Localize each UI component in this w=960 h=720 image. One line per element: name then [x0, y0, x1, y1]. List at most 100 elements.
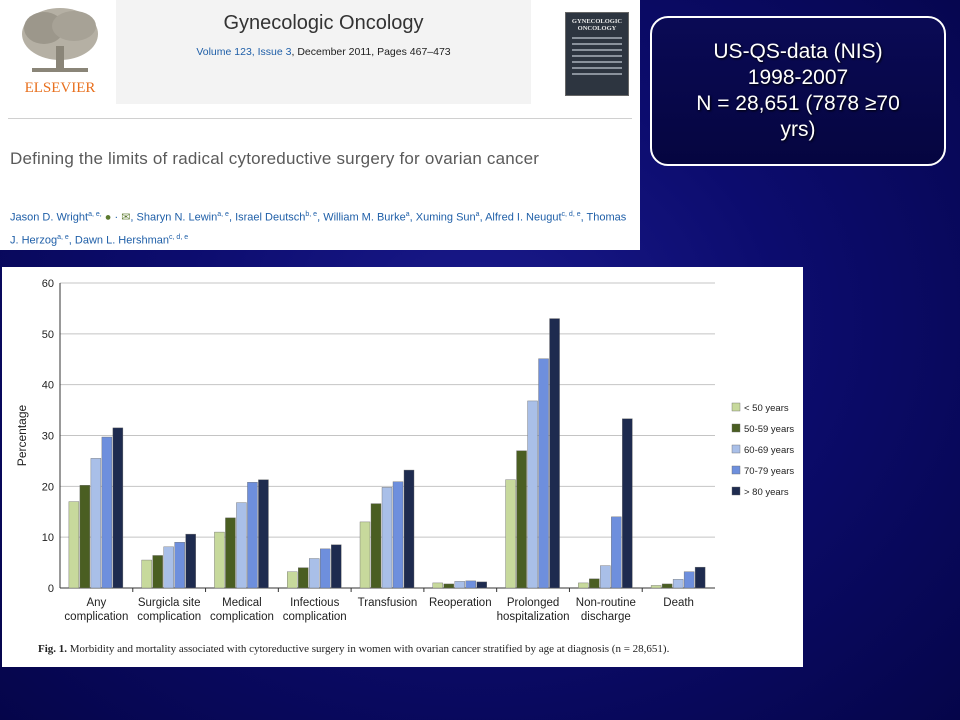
bar — [287, 571, 298, 589]
bar — [68, 501, 80, 589]
bar — [650, 585, 662, 589]
caption-label: Fig. 1. — [38, 643, 68, 655]
bar — [432, 582, 443, 589]
author-name[interactable]: Israel Deutsch — [235, 211, 306, 224]
legend-label: 60-69 years — [744, 445, 794, 456]
author-affiliation: a, e, — [88, 211, 102, 218]
x-tick-label: Reoperation — [429, 597, 492, 609]
bar — [661, 583, 673, 589]
bar — [465, 580, 476, 589]
legend-swatch — [731, 486, 741, 496]
bar — [174, 542, 185, 589]
bar — [589, 578, 600, 589]
bar — [185, 533, 196, 589]
author-name[interactable]: Thomas J. Herzog — [10, 211, 627, 247]
author-name[interactable]: Sharyn N. Lewin — [136, 211, 218, 224]
bar — [214, 531, 225, 589]
elsevier-tree-logo: ELSEVIER — [22, 8, 98, 96]
citation: Volume 123, Issue 3, December 2011, Page… — [116, 46, 531, 58]
bar — [331, 544, 342, 589]
x-tick-label: complication — [64, 611, 128, 623]
author-affiliation: a — [475, 211, 480, 218]
bar — [370, 503, 382, 589]
bar — [359, 521, 371, 589]
bar — [538, 358, 549, 589]
bar — [516, 450, 527, 589]
bar — [309, 558, 320, 589]
corresponding-author-icons[interactable]: ● · ✉ — [104, 211, 131, 224]
cover-contents-lines — [572, 37, 622, 79]
y-tick-label: 10 — [42, 532, 54, 544]
bar — [527, 400, 538, 589]
legend-swatch — [731, 402, 741, 412]
author-name[interactable]: Alfred I. Neugut — [485, 211, 562, 224]
bar — [611, 516, 622, 589]
y-tick-label: 20 — [42, 481, 54, 493]
bar — [683, 571, 695, 589]
envelope-icon[interactable]: ✉ — [121, 211, 131, 224]
author-affiliation: c, d, e — [561, 211, 581, 218]
legend-swatch — [731, 444, 741, 454]
author-affiliation: a, e — [57, 233, 69, 241]
x-tick-label: Transfusion — [358, 597, 418, 609]
bar — [549, 318, 560, 589]
author-affiliation: a, e — [217, 211, 229, 218]
figure-panel: 0 10 20 30 40 50 60 Percentage Any complication Su… — [2, 267, 803, 667]
author-name[interactable]: Xuming Sun — [415, 211, 476, 224]
cover-title: GYNECOLOGIC ONCOLOGY — [571, 18, 623, 32]
journal-cover-thumbnail[interactable]: GYNECOLOGIC ONCOLOGY — [565, 12, 629, 96]
study-summary-callout: US-QS-data (NIS) 1998-2007 N = 28,651 (7… — [650, 16, 946, 166]
x-tick-label: Any — [86, 597, 106, 609]
person-icon[interactable]: ● — [104, 211, 112, 224]
divider — [8, 118, 632, 119]
x-tick-label: Death — [663, 597, 694, 609]
bar — [112, 427, 124, 589]
bar — [578, 582, 589, 589]
author-name[interactable]: William M. Burke — [323, 211, 406, 224]
bar — [225, 517, 236, 589]
bar — [381, 487, 393, 589]
bar — [90, 458, 102, 589]
caption-text: Morbidity and mortality associated with … — [67, 643, 670, 655]
bar — [298, 567, 309, 589]
figure-caption: Fig. 1. Morbidity and mortality associat… — [38, 643, 798, 655]
author-name[interactable]: Jason D. Wright — [10, 211, 89, 224]
journal-header: ELSEVIER Gynecologic Oncology Volume 123… — [0, 0, 640, 250]
bar — [600, 565, 611, 589]
bar — [236, 502, 247, 589]
legend-label: 70-79 years — [744, 466, 794, 477]
y-tick-label: 0 — [48, 583, 54, 595]
bar — [247, 482, 258, 589]
bar — [141, 559, 152, 589]
journal-title-band: Gynecologic Oncology Volume 123, Issue 3… — [116, 0, 531, 104]
bar — [454, 581, 465, 589]
legend-label: > 80 years — [744, 487, 789, 498]
bar — [392, 481, 404, 589]
author-name[interactable]: Dawn L. Hershman — [74, 234, 170, 247]
x-tick-label: Non-routine — [576, 597, 636, 609]
author-affiliation: c, d, e — [169, 233, 189, 241]
author-affiliation: a — [405, 211, 410, 218]
issue-link[interactable]: Volume 123, Issue 3 — [196, 46, 292, 58]
bar — [672, 579, 684, 589]
bar — [476, 581, 487, 589]
bar — [258, 479, 269, 589]
study-summary-text: US-QS-data (NIS) 1998-2007 N = 28,651 (7… — [696, 40, 900, 141]
y-tick-label: 60 — [42, 278, 54, 290]
legend-swatch — [731, 465, 741, 475]
bar — [163, 546, 174, 589]
journal-title[interactable]: Gynecologic Oncology — [223, 12, 424, 34]
bar — [694, 566, 706, 589]
citation-details: , December 2011, Pages 467–473 — [291, 46, 451, 58]
x-tick-label: hospitalization — [497, 611, 570, 623]
legend-label: < 50 years — [744, 403, 789, 414]
article-title: Defining the limits of radical cytoreduc… — [10, 149, 540, 168]
x-tick-label: complication — [210, 611, 274, 623]
bar — [505, 479, 516, 589]
x-tick-label: Prolonged — [507, 597, 559, 609]
x-tick-label: discharge — [581, 611, 631, 623]
x-tick-label: Medical — [222, 597, 262, 609]
bar — [152, 555, 163, 589]
legend-swatch — [731, 423, 741, 433]
bar — [320, 548, 331, 589]
